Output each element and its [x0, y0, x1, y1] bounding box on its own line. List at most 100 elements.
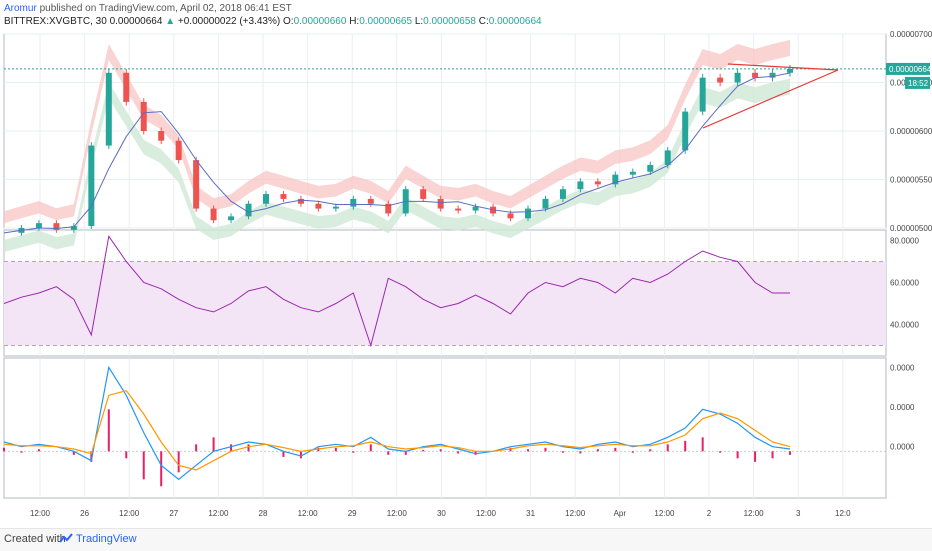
triangle-pattern	[702, 63, 839, 129]
candle-body	[315, 203, 322, 209]
candle-body	[752, 72, 759, 78]
candle-body	[734, 72, 741, 83]
candle-body	[577, 181, 584, 190]
candle-body	[629, 171, 636, 175]
candle-body	[350, 198, 357, 207]
price-tick-label: 0.00000600	[890, 127, 932, 136]
candle-body	[542, 198, 549, 209]
candle-body	[682, 111, 689, 151]
rsi-tick-label: 40.0000	[890, 321, 919, 330]
time-tick-label: 12:00	[119, 509, 140, 518]
author-name[interactable]: Aromur	[4, 3, 37, 14]
time-tick-label: 12:00	[744, 509, 765, 518]
candle-body	[175, 140, 182, 161]
candle-body	[699, 77, 706, 112]
candle-body	[297, 198, 304, 204]
rsi-line	[3, 235, 790, 348]
macd-line	[3, 365, 791, 481]
publish-info: Aromur published on TradingView.com, Apr…	[4, 3, 292, 14]
candle-body	[123, 72, 130, 102]
candle-body	[140, 101, 147, 131]
candle-body	[787, 68, 793, 73]
time-tick-label: 28	[259, 509, 268, 518]
close-value: 0.00000664	[488, 16, 542, 27]
time-tick-label: 30	[437, 509, 446, 518]
tradingview-logo-icon	[59, 533, 73, 543]
moving-average-line	[3, 72, 791, 234]
candle-body	[263, 194, 269, 204]
last-price-label: 0.00000664	[889, 65, 932, 74]
lower-ribbon	[4, 78, 790, 253]
candle-body	[88, 145, 95, 227]
price-tick-label: 0.00000500	[890, 224, 932, 233]
macd-tick-label: 0.0000	[890, 363, 915, 372]
high-label: H:	[349, 16, 360, 27]
time-tick-label: 29	[348, 509, 357, 518]
time-tick-label: 12:00	[208, 509, 229, 518]
macd-tick-label: 0.0000	[890, 403, 915, 412]
candle-body	[193, 160, 200, 209]
time-tick-label: 12:00	[565, 509, 586, 518]
candle-body	[385, 203, 392, 214]
macd-tick-label: 0.0000	[890, 443, 915, 452]
candle-body	[53, 223, 60, 230]
last-price-badge	[886, 62, 930, 75]
high-value: 0.00000665	[359, 16, 413, 27]
candle-body	[507, 213, 514, 219]
candle-body	[210, 208, 217, 221]
candle-body	[769, 72, 776, 78]
candle-body	[437, 198, 444, 209]
rsi-band	[4, 261, 886, 346]
open-label: O:	[283, 16, 294, 27]
time-tick-label: 12:00	[387, 509, 408, 518]
time-tick-label: 12:00	[298, 509, 319, 518]
last-price: 0.00000664	[109, 16, 163, 27]
close-label: C:	[478, 16, 489, 27]
candle-body	[525, 208, 531, 219]
candle-body	[158, 131, 165, 141]
time-tick-label: 3	[796, 509, 801, 518]
up-triangle-icon: ▲	[165, 16, 176, 27]
candle-body	[105, 72, 112, 146]
time-tick-label: 12:00	[654, 509, 675, 518]
low-label: L:	[414, 16, 424, 27]
candle-body	[559, 189, 566, 199]
low-value: 0.00000658	[423, 16, 476, 27]
candle-body	[420, 189, 427, 199]
candle-body	[332, 206, 339, 209]
pane-3	[3, 357, 887, 499]
candle-body	[472, 206, 479, 211]
price-tick-label: 0.00000550	[890, 176, 932, 185]
tradingview-brand-link[interactable]: TradingView	[76, 533, 137, 545]
rsi-tick-label: 60.0000	[890, 279, 919, 288]
candle-body	[664, 150, 671, 165]
created-with-text: Created with	[4, 533, 66, 545]
candle-body	[455, 208, 462, 211]
time-tick-label: 27	[169, 509, 178, 518]
upper-ribbon	[4, 39, 790, 224]
chart-canvas[interactable]: 0.000007000.000006500.000006000.00000550…	[0, 0, 932, 528]
publish-text: published on TradingView.com, April 02, …	[39, 3, 292, 14]
candle-body	[245, 203, 252, 217]
time-tick-label: Apr	[614, 509, 627, 518]
candle-body	[367, 198, 374, 204]
symbol-label: BITTREX:XVGBTC, 30	[4, 16, 107, 27]
countdown-label: 18:52	[908, 79, 929, 88]
ohlc-bar: BITTREX:XVGBTC, 30 0.00000664 ▲ +0.00000…	[4, 16, 542, 27]
time-tick-label: 2	[707, 509, 712, 518]
candle-body	[70, 226, 77, 230]
candle-body	[35, 223, 42, 228]
time-tick-label: 31	[526, 509, 535, 518]
price-tick-label: 0.00000700	[890, 30, 932, 39]
candle-body	[717, 77, 724, 83]
candle-body	[612, 174, 619, 185]
countdown-badge	[905, 76, 930, 89]
open-value: 0.00000660	[293, 16, 347, 27]
signal-line	[3, 389, 791, 471]
candle-body	[280, 194, 287, 199]
candle-body	[228, 216, 235, 221]
rsi-tick-label: 80.0000	[890, 237, 919, 246]
change-value: +0.00000022 (+3.43%)	[177, 16, 281, 27]
candle-body	[647, 164, 654, 172]
time-tick-label: 12:00	[30, 509, 51, 518]
